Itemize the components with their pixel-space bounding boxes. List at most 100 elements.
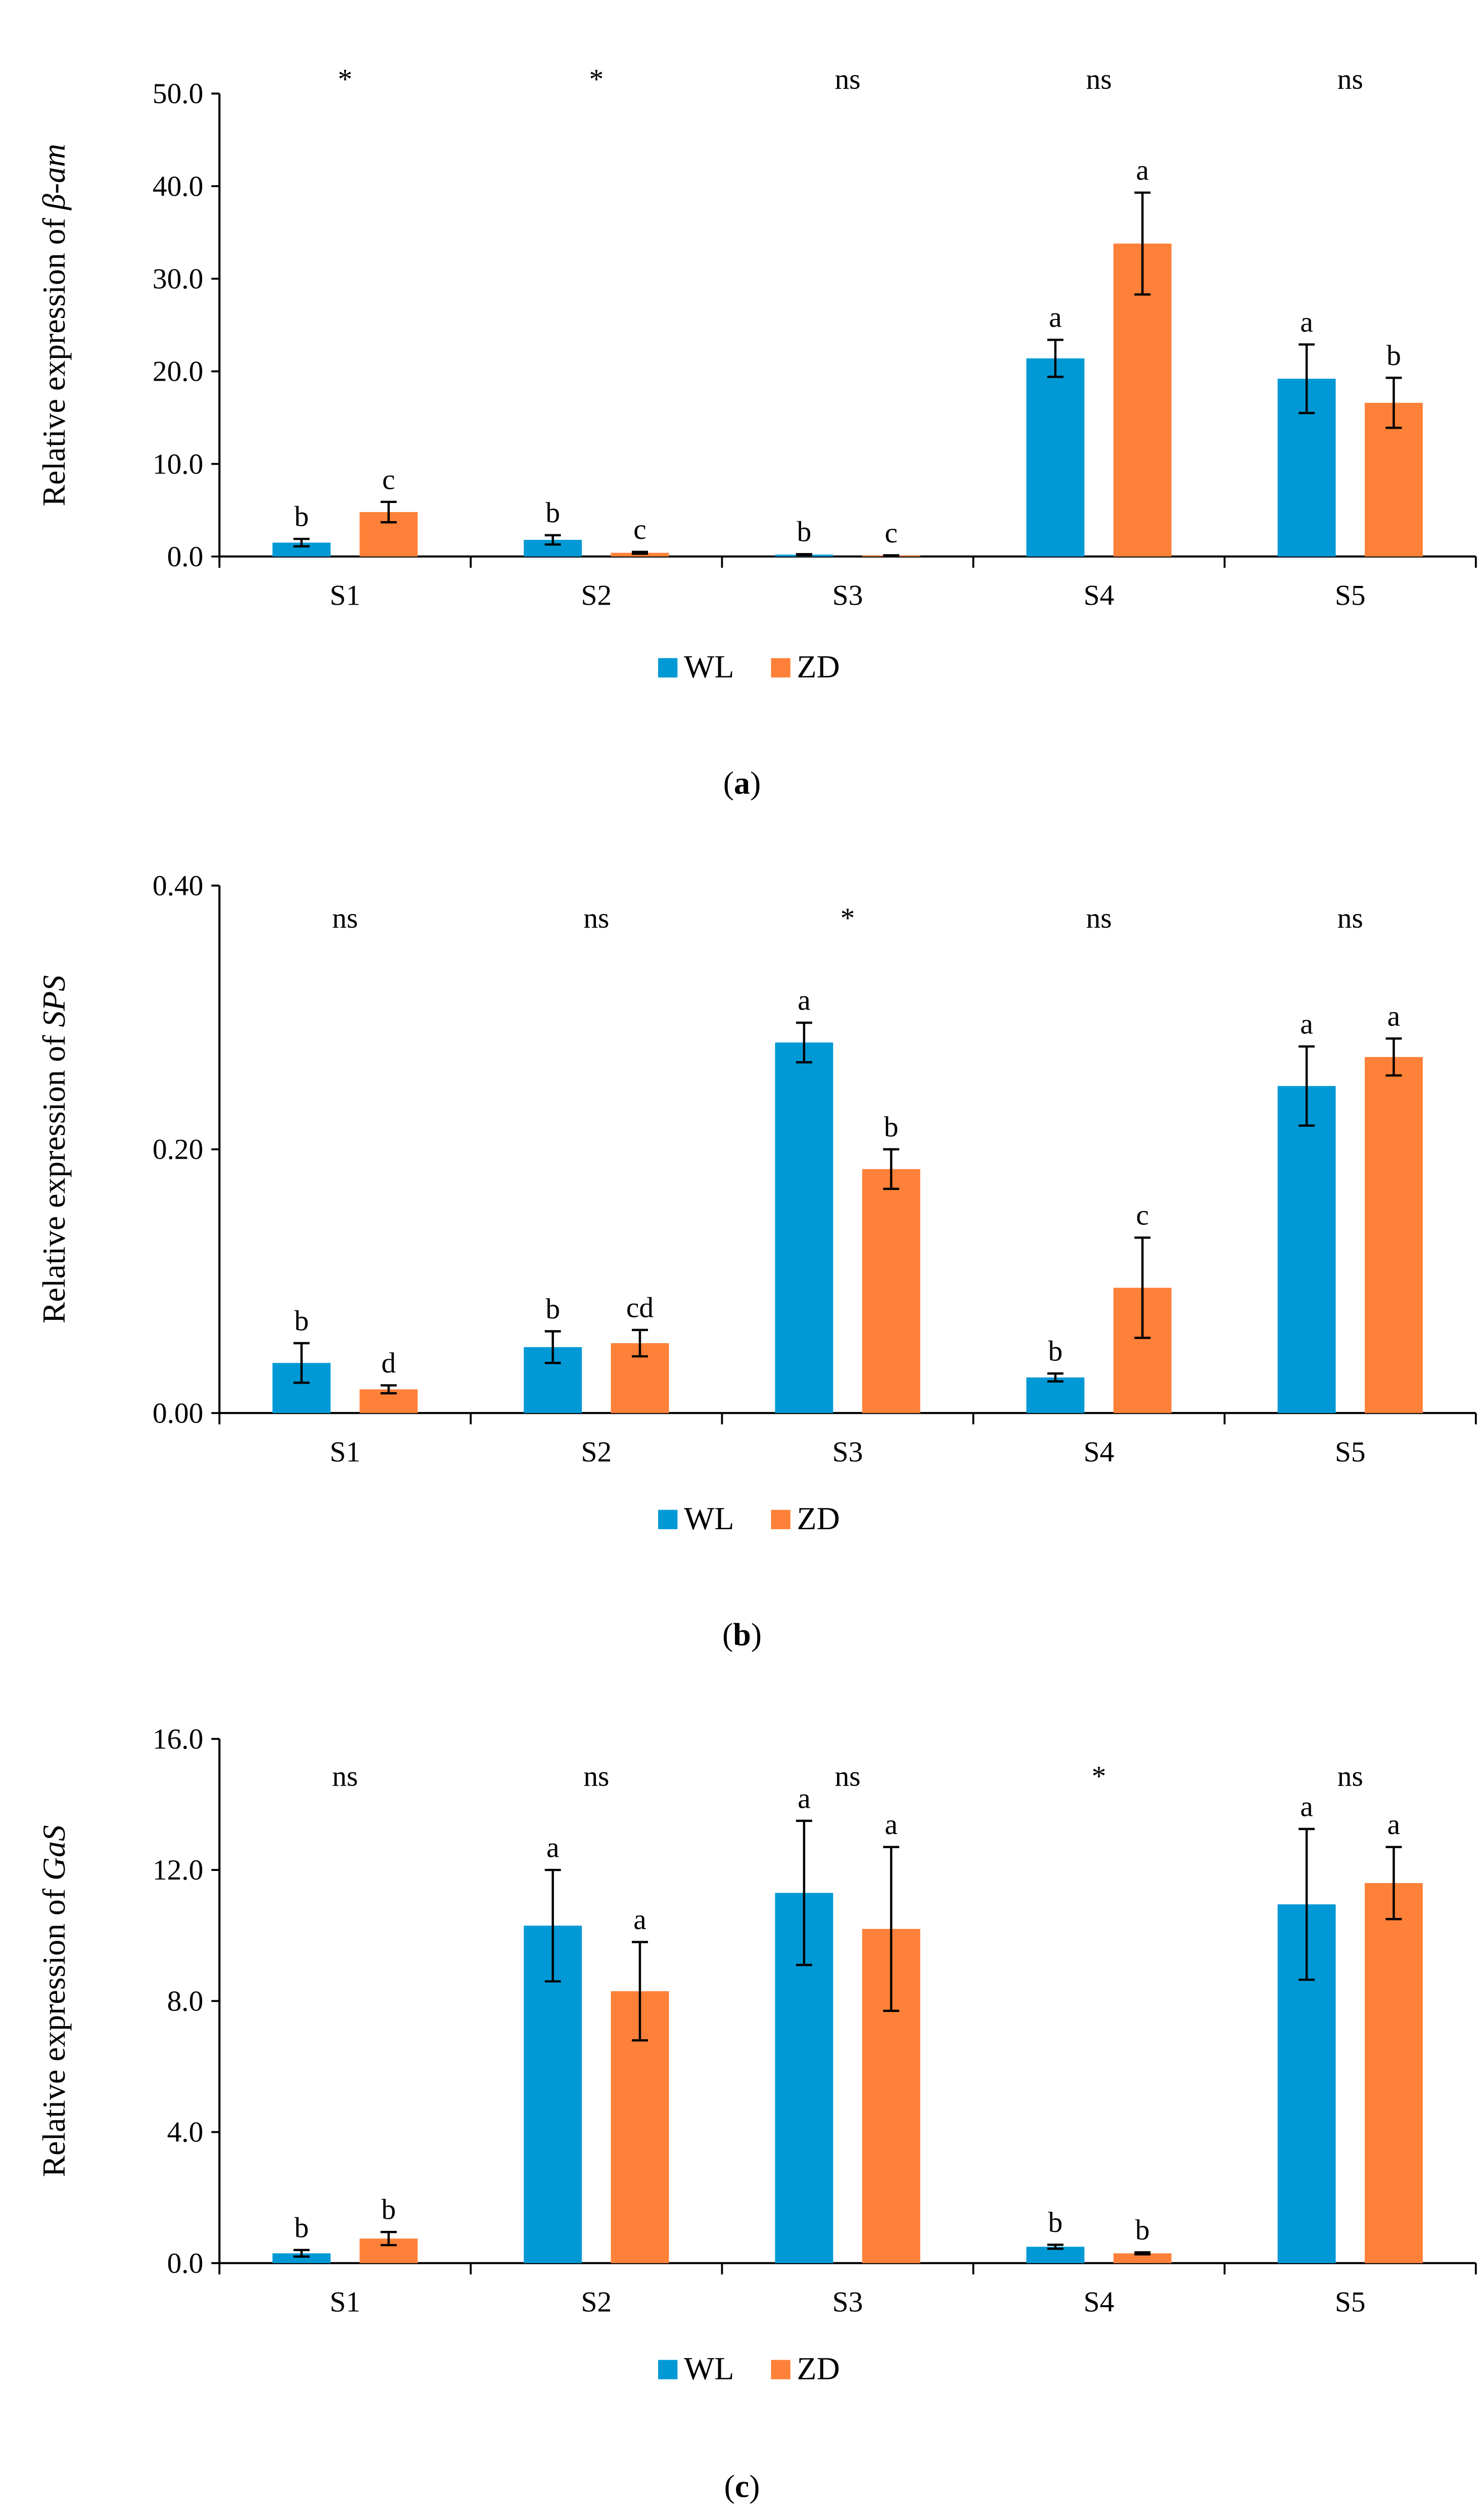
y-tick-label: 30.0 xyxy=(153,263,204,295)
caption-label: c xyxy=(735,2468,749,2504)
legend-swatch-zd xyxy=(771,2360,791,2379)
panel-caption: (c) xyxy=(724,2468,760,2504)
y-tick-label: 8.0 xyxy=(167,1985,203,2017)
legend-label: ZD xyxy=(797,649,840,684)
y-axis-label: Relative expression of GaS xyxy=(36,1825,72,2177)
letter-label: a xyxy=(1136,155,1149,187)
bar-zd xyxy=(1365,1057,1423,1413)
legend-swatch-wl xyxy=(658,658,678,678)
bar-zd xyxy=(1113,2253,1172,2263)
y-tick-label: 10.0 xyxy=(153,448,204,480)
x-tick-label: S3 xyxy=(832,2286,863,2318)
significance-label: ns xyxy=(834,63,860,95)
x-tick-label: S4 xyxy=(1084,580,1115,612)
x-tick-label: S3 xyxy=(832,580,863,612)
y-tick-label: 0.0 xyxy=(167,2248,203,2279)
x-tick-label: S4 xyxy=(1084,1436,1115,1468)
letter-label: b xyxy=(1048,2207,1063,2238)
letter-label: a xyxy=(885,1809,898,1841)
y-tick-label: 16.0 xyxy=(153,1723,204,1755)
significance-label: ns xyxy=(332,902,358,934)
significance-label: ns xyxy=(332,1760,358,1792)
y-axis-label-gene: SPS xyxy=(36,975,72,1027)
caption-paren: ) xyxy=(749,2468,760,2504)
letter-label: b xyxy=(294,2212,309,2244)
letter-label: b xyxy=(545,497,560,529)
panel-caption: (a) xyxy=(723,765,761,801)
letter-label: c xyxy=(382,464,395,495)
significance-label: ns xyxy=(1337,63,1363,95)
chart-panel-c: 0.0 4.0 8.0 12.0 16.0 Relative expression of … xyxy=(36,1723,1477,2504)
letter-label: a xyxy=(1300,1791,1313,1823)
significance-label: ns xyxy=(1337,902,1363,934)
x-tick-label: S5 xyxy=(1335,1436,1366,1468)
bar-zd xyxy=(1365,1883,1423,2263)
chart-panel-b: 0.00 0.20 0.40 Relative expression of SPS S1… xyxy=(36,870,1477,1653)
y-tick-label: 0.0 xyxy=(167,541,203,573)
letter-label: c xyxy=(1136,1200,1149,1231)
legend-swatch-zd xyxy=(771,658,791,678)
y-axis-label-prefix: Relative expression of xyxy=(36,210,72,506)
significance-label: * xyxy=(338,63,352,95)
letter-label: b xyxy=(294,501,309,533)
significance-label: * xyxy=(589,63,604,95)
y-axis-label-prefix: Relative expression of xyxy=(36,1881,72,2177)
significance-label: * xyxy=(1092,1760,1106,1792)
letter-label: b xyxy=(1386,340,1401,372)
legend-swatch-wl xyxy=(658,1509,678,1529)
letter-label: d xyxy=(382,1347,396,1379)
x-tick-label: S2 xyxy=(581,2286,612,2318)
y-tick-label: 50.0 xyxy=(153,78,204,110)
x-tick-label: S1 xyxy=(330,1436,360,1468)
caption-label: a xyxy=(734,765,750,801)
x-tick-label: S3 xyxy=(832,1436,863,1468)
bar-zd xyxy=(862,1169,920,1413)
y-tick-label: 0.20 xyxy=(153,1134,204,1166)
bar-wl xyxy=(1026,1377,1085,1413)
bar-wl xyxy=(1026,358,1085,557)
caption-paren: ( xyxy=(722,1617,733,1653)
letter-label: a xyxy=(1049,302,1062,334)
x-tick-label: S4 xyxy=(1084,2286,1115,2318)
caption-paren: ) xyxy=(751,1617,762,1653)
letter-label: a xyxy=(633,1904,646,1936)
x-tick-label: S1 xyxy=(330,580,360,612)
y-axis-label: Relative expression of β-am xyxy=(36,144,72,506)
letter-label: a xyxy=(1387,1000,1400,1032)
bar-zd xyxy=(1113,243,1172,557)
letter-label: a xyxy=(1387,1809,1400,1841)
chart-panel-a: 0.0 10.0 20.0 30.0 40.0 50.0 Relative expressi… xyxy=(36,63,1477,801)
y-tick-label: 4.0 xyxy=(167,2117,203,2148)
y-axis-label-gene: β-am xyxy=(36,144,72,211)
letter-label: a xyxy=(546,1832,559,1864)
letter-label: a xyxy=(1300,1009,1313,1040)
x-tick-label: S5 xyxy=(1335,2286,1366,2318)
letter-label: b xyxy=(797,516,811,548)
bar-wl xyxy=(272,2253,331,2263)
y-axis-label-gene: GaS xyxy=(36,1825,72,1881)
letter-label: a xyxy=(798,1782,810,1814)
letter-label: c xyxy=(633,514,646,545)
letter-label: b xyxy=(884,1111,899,1143)
letter-label: b xyxy=(1135,2214,1150,2246)
caption-paren: ) xyxy=(750,765,761,801)
bar-wl xyxy=(775,1042,833,1413)
y-tick-label: 40.0 xyxy=(153,170,204,202)
y-tick-label: 0.40 xyxy=(153,870,204,902)
x-tick-label: S2 xyxy=(581,580,612,612)
legend-swatch-zd xyxy=(771,1509,791,1529)
legend-label: WL xyxy=(684,649,734,684)
significance-label: ns xyxy=(583,902,609,934)
x-tick-label: S1 xyxy=(330,2286,360,2318)
y-tick-label: 20.0 xyxy=(153,356,204,388)
caption-paren: ( xyxy=(723,765,734,801)
x-tick-label: S5 xyxy=(1335,580,1366,612)
letter-label: b xyxy=(294,1305,309,1337)
letter-label: b xyxy=(545,1293,560,1325)
significance-label: ns xyxy=(834,1760,860,1792)
letter-label: a xyxy=(1300,306,1313,338)
y-tick-label: 0.00 xyxy=(153,1397,204,1429)
x-tick-label: S2 xyxy=(581,1436,612,1468)
significance-label: ns xyxy=(1337,1760,1363,1792)
y-axis-label: Relative expression of SPS xyxy=(36,975,72,1323)
